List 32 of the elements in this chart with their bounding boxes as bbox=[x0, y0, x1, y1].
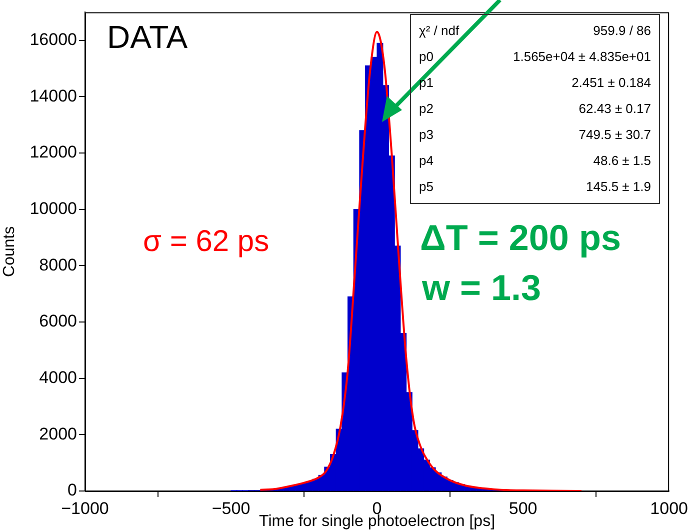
annotation: p1 bbox=[419, 74, 434, 90]
annotation: 749.5 ± 30.7 bbox=[578, 126, 651, 142]
annotation: p2 bbox=[419, 100, 434, 116]
x-tick-label: 1000 bbox=[650, 498, 688, 518]
y-tick-label: 14000 bbox=[30, 86, 77, 106]
y-tick-label: 4000 bbox=[39, 368, 77, 388]
annotation: ΔT = 200 ps bbox=[420, 217, 621, 258]
annotation: p0 bbox=[419, 48, 434, 64]
annotation: 62.43 ± 0.17 bbox=[578, 100, 651, 116]
x-tick-label: 500 bbox=[508, 498, 538, 518]
annotation: 145.5 ± 1.9 bbox=[586, 178, 651, 194]
y-axis-title: Counts bbox=[1, 226, 18, 277]
y-tick-label: 0 bbox=[68, 480, 77, 500]
y-tick-label: 8000 bbox=[39, 255, 77, 274]
y-tick-label: 12000 bbox=[30, 142, 77, 162]
annotation: w = 1.3 bbox=[422, 267, 542, 308]
y-tick-label: 16000 bbox=[30, 30, 77, 50]
annotation: p4 bbox=[419, 152, 434, 168]
annotation: χ² / ndf bbox=[419, 22, 460, 38]
y-tick-label: 10000 bbox=[30, 199, 77, 218]
annotation: DATA bbox=[107, 19, 188, 56]
annotation: 959.9 / 86 bbox=[593, 22, 651, 38]
annotation: 48.6 ± 1.5 bbox=[593, 152, 651, 168]
annotation: p5 bbox=[419, 178, 434, 194]
y-tick-label: 2000 bbox=[39, 424, 77, 444]
x-tick-label: −1000 bbox=[61, 498, 109, 518]
annotation: 2.451 ± 0.184 bbox=[572, 74, 651, 90]
annotation: 1.565e+04 ± 4.835e+01 bbox=[513, 48, 651, 64]
x-tick-label: −500 bbox=[212, 498, 250, 518]
annotation: σ = 62 ps bbox=[143, 225, 270, 258]
y-tick-label: 6000 bbox=[39, 312, 77, 331]
annotation: p3 bbox=[419, 126, 434, 142]
